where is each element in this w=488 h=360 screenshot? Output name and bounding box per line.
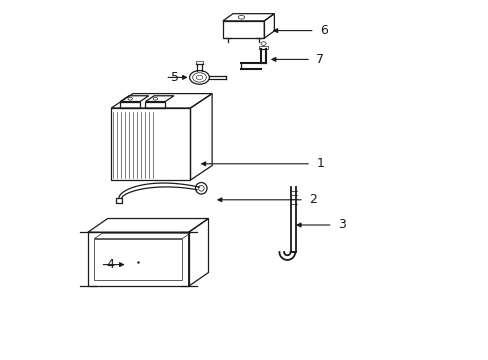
Text: 4: 4	[106, 258, 114, 271]
Text: 2: 2	[309, 193, 317, 206]
Text: 6: 6	[320, 24, 327, 37]
Text: 3: 3	[337, 219, 346, 231]
Text: 5: 5	[170, 71, 178, 84]
Text: 7: 7	[316, 53, 324, 66]
Text: 1: 1	[316, 157, 324, 170]
